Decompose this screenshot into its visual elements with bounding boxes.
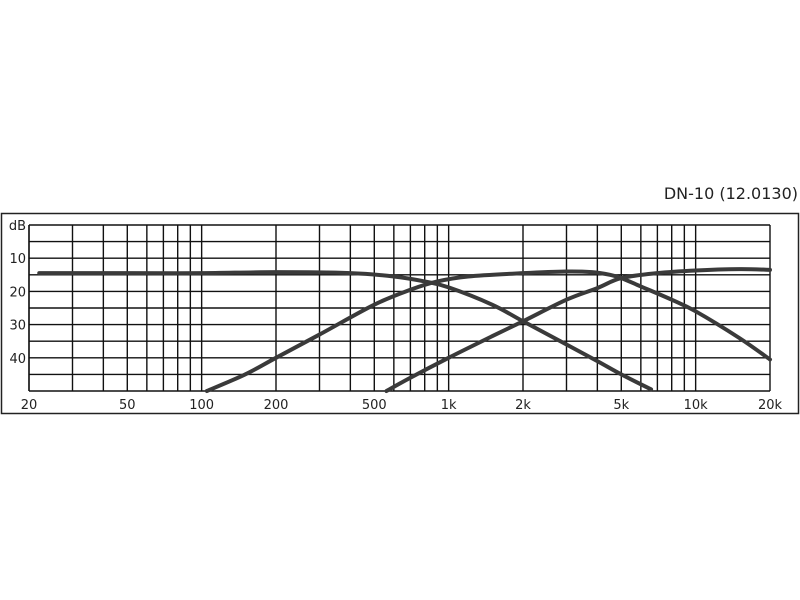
x-tick-label: 200 [264,398,289,413]
x-tick-label: 500 [362,398,387,413]
y-tick-label: dB [9,219,26,234]
y-tick-label: 20 [9,285,26,300]
x-tick-label: 20 [21,398,38,413]
chart-frame [0,212,800,415]
x-tick-label: 5k [613,398,629,413]
x-tick-label: 2k [515,398,531,413]
response-curve-2 [204,269,772,393]
response-curve-3 [384,267,772,393]
y-tick-label: 40 [9,352,26,367]
chart-title: DN-10 (12.0130) [663,184,798,203]
x-tick-label: 1k [441,398,457,413]
response-curve-1 [37,270,654,392]
x-tick-label: 20k [758,398,783,413]
y-tick-label: 30 [9,319,26,334]
y-tick-label: 10 [9,252,26,267]
x-tick-label: 10k [684,398,709,413]
x-tick-label: 100 [189,398,214,413]
x-tick-label: 50 [119,398,136,413]
